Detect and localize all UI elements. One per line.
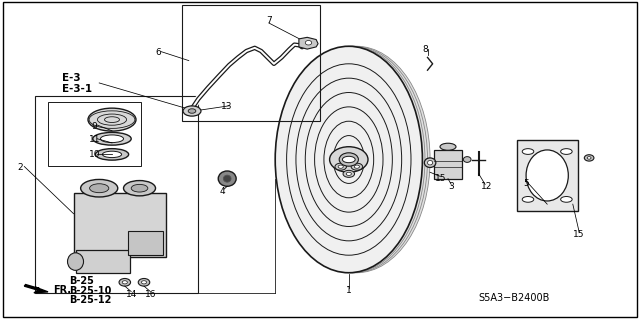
Text: 6: 6 [156,48,161,57]
Text: E-3: E-3 [62,73,81,83]
Text: S5A3−B2400B: S5A3−B2400B [479,293,550,303]
Polygon shape [24,285,48,293]
Text: 15: 15 [435,174,446,183]
Circle shape [561,197,572,202]
Bar [128,231,163,255]
Text: 5: 5 [524,179,529,188]
Ellipse shape [138,278,150,286]
Ellipse shape [335,163,346,170]
Circle shape [561,149,572,154]
Circle shape [342,156,355,163]
Ellipse shape [280,46,428,273]
Ellipse shape [305,41,312,45]
Text: 4: 4 [220,187,225,196]
Ellipse shape [223,175,231,182]
Ellipse shape [68,253,83,271]
Ellipse shape [90,184,109,193]
Ellipse shape [88,108,136,131]
Text: 9: 9 [92,122,97,130]
Bar [76,250,130,273]
Ellipse shape [141,281,147,284]
Ellipse shape [339,153,358,166]
Text: 15: 15 [573,230,585,239]
Ellipse shape [440,143,456,150]
Ellipse shape [463,157,471,162]
Bar [182,5,320,121]
Ellipse shape [102,151,122,158]
Text: 13: 13 [221,102,233,111]
Text: 3: 3 [449,182,454,191]
Ellipse shape [278,46,425,273]
Ellipse shape [588,157,591,159]
Text: B-25-12: B-25-12 [69,295,111,306]
Ellipse shape [95,149,129,160]
Text: 10: 10 [89,150,100,159]
Ellipse shape [122,281,127,284]
Bar [517,140,577,211]
Circle shape [522,197,534,202]
Text: 12: 12 [481,182,492,191]
Ellipse shape [81,179,118,197]
Text: 2: 2 [18,163,23,172]
Bar [35,96,198,293]
Ellipse shape [93,132,131,145]
Text: B-25: B-25 [69,276,94,286]
Circle shape [522,149,534,154]
Ellipse shape [124,181,156,196]
Ellipse shape [355,165,360,168]
Text: 11: 11 [89,135,100,144]
Text: B-25-10: B-25-10 [69,286,111,296]
Text: FR.: FR. [53,285,71,295]
Ellipse shape [338,165,343,168]
Ellipse shape [183,106,201,116]
Ellipse shape [584,155,594,161]
Text: E-3-1: E-3-1 [62,84,92,94]
Ellipse shape [188,109,196,113]
Ellipse shape [424,158,436,167]
Text: 1: 1 [346,286,351,295]
Text: 7: 7 [266,16,271,25]
Ellipse shape [346,172,351,175]
Ellipse shape [119,278,131,286]
Ellipse shape [275,46,422,273]
Ellipse shape [218,171,236,186]
Ellipse shape [131,184,148,192]
Ellipse shape [526,150,568,201]
Text: 14: 14 [125,290,137,299]
Bar [48,102,141,166]
Ellipse shape [330,147,368,172]
Polygon shape [299,37,318,49]
Ellipse shape [283,46,430,273]
Text: 16: 16 [145,290,156,299]
Ellipse shape [100,135,124,143]
Ellipse shape [351,163,363,170]
Ellipse shape [343,170,355,177]
Bar [434,150,462,179]
Text: 8: 8 [423,45,428,54]
Bar [74,193,166,257]
Ellipse shape [428,160,433,165]
